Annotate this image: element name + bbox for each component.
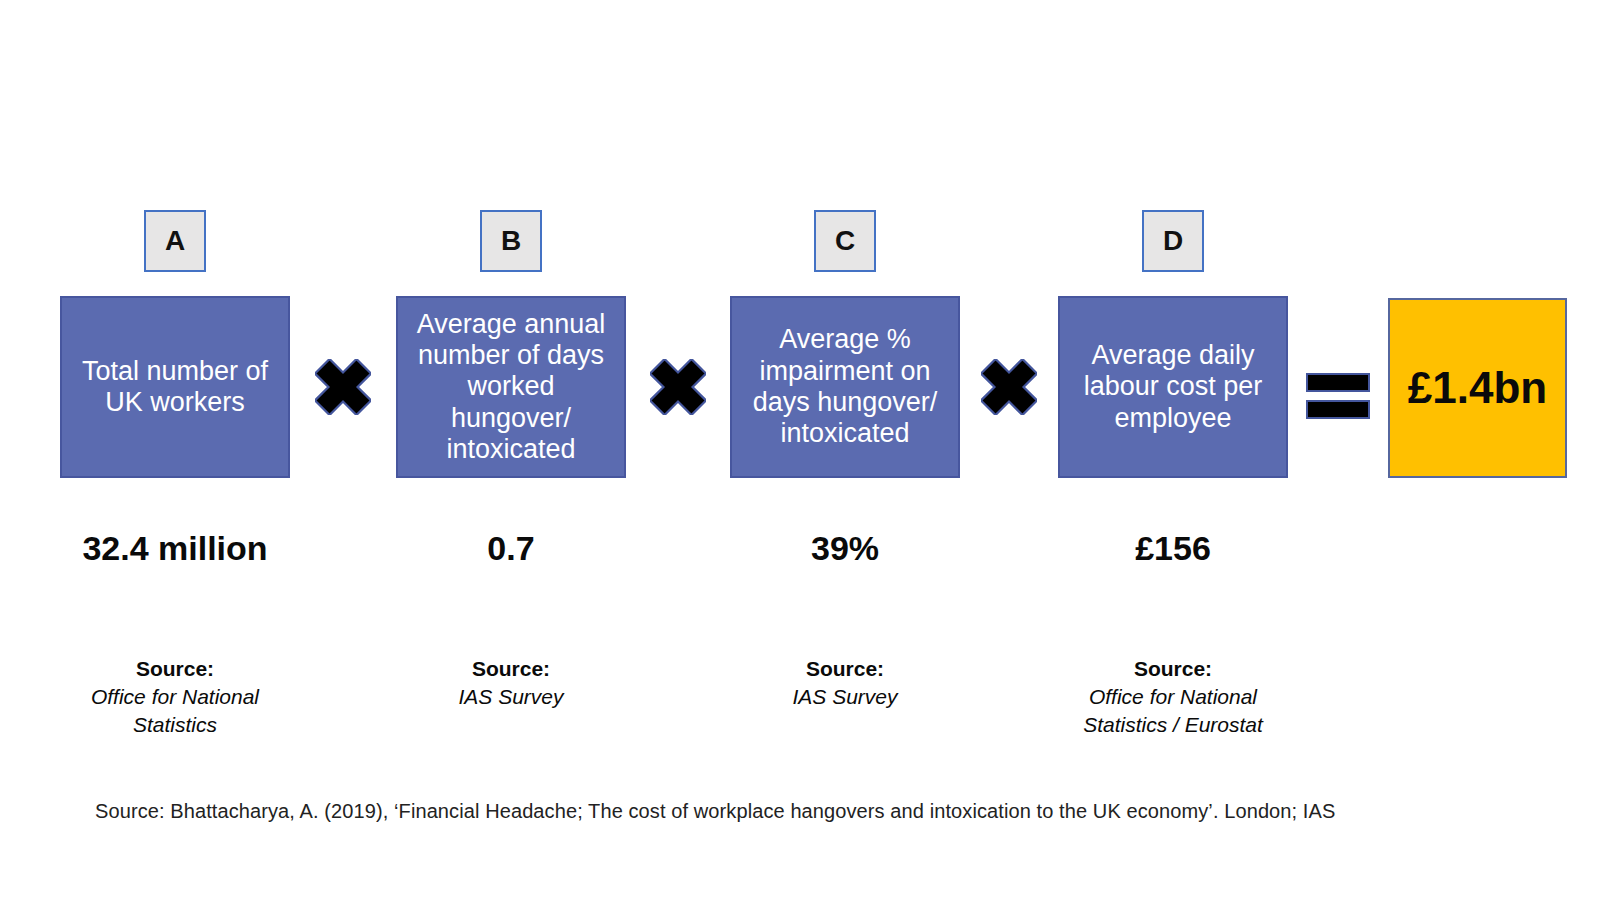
source-a-body: Office for National Statistics xyxy=(60,683,290,739)
value-a: 32.4 million xyxy=(60,528,290,568)
tag-box-c: C xyxy=(814,210,876,272)
tag-box-d: D xyxy=(1142,210,1204,272)
factor-box-d-label: Average daily labour cost per employee xyxy=(1084,340,1263,434)
column-c: C Average % impairment on days hungover/… xyxy=(730,210,960,711)
factor-box-c-label: Average % impairment on days hungover/ i… xyxy=(753,324,938,449)
value-c: 39% xyxy=(730,528,960,568)
column-b: B Average annual number of days worked h… xyxy=(396,210,626,711)
tag-letter-c: C xyxy=(835,225,855,257)
tag-letter-b: B xyxy=(501,225,521,257)
tag-box-a: A xyxy=(144,210,206,272)
factor-box-b-label: Average annual number of days worked hun… xyxy=(417,309,606,466)
source-c-label: Source: xyxy=(730,655,960,683)
source-d-body: Office for National Statistics / Eurosta… xyxy=(1058,683,1288,739)
multiply-icon xyxy=(650,359,706,415)
result-box: £1.4bn xyxy=(1388,298,1567,478)
factor-box-c: Average % impairment on days hungover/ i… xyxy=(730,296,960,478)
column-d: D Average daily labour cost per employee… xyxy=(1058,210,1288,739)
source-b: Source: IAS Survey xyxy=(396,655,626,711)
value-d: £156 xyxy=(1058,528,1288,568)
source-a-label: Source: xyxy=(60,655,290,683)
source-b-body: IAS Survey xyxy=(396,683,626,711)
tag-letter-a: A xyxy=(165,225,185,257)
value-b: 0.7 xyxy=(396,528,626,568)
source-d-label: Source: xyxy=(1058,655,1288,683)
tag-box-b: B xyxy=(480,210,542,272)
source-c: Source: IAS Survey xyxy=(730,655,960,711)
source-a: Source: Office for National Statistics xyxy=(60,655,290,739)
factor-box-a: Total number of UK workers xyxy=(60,296,290,478)
factor-box-b: Average annual number of days worked hun… xyxy=(396,296,626,478)
source-c-body: IAS Survey xyxy=(730,683,960,711)
factor-box-a-label: Total number of UK workers xyxy=(82,356,268,419)
factor-box-d: Average daily labour cost per employee xyxy=(1058,296,1288,478)
footer-citation: Source: Bhattacharya, A. (2019), ‘Financ… xyxy=(95,800,1515,823)
tag-letter-d: D xyxy=(1163,225,1183,257)
result-value: £1.4bn xyxy=(1408,363,1547,413)
multiply-icon xyxy=(981,359,1037,415)
multiply-icon xyxy=(315,359,371,415)
source-b-label: Source: xyxy=(396,655,626,683)
column-a: A Total number of UK workers 32.4 millio… xyxy=(60,210,290,739)
slide-canvas: A Total number of UK workers 32.4 millio… xyxy=(0,0,1600,900)
source-d: Source: Office for National Statistics /… xyxy=(1058,655,1288,739)
equals-icon xyxy=(1306,373,1370,419)
